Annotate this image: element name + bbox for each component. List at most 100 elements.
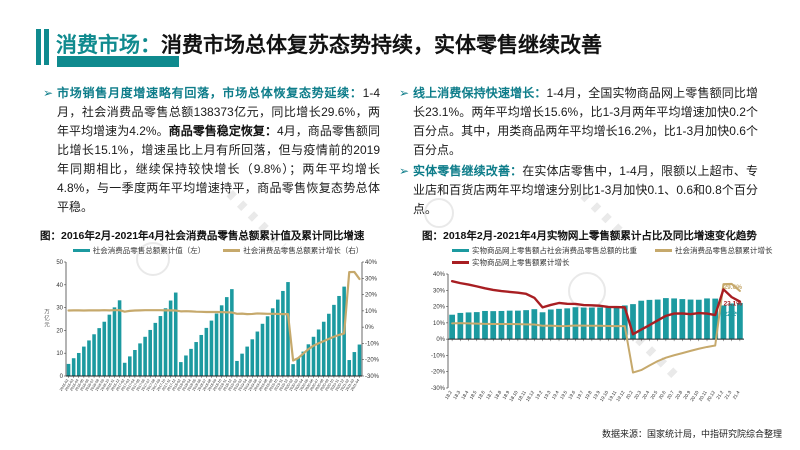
svg-text:亿: 亿 — [44, 314, 50, 322]
bullet-text-segment: 市场销售月度增速略有回落，市场总体恢复态势延续： — [57, 86, 363, 100]
svg-text:2021-03: 2021-03 — [345, 378, 355, 391]
legend-label: 社会消费品零售总额累计增长（右） — [243, 246, 364, 255]
chart-legend: 实物商品网上零售额占社会消费品零售总额的比重 社会消费品零售总额累计增长实物商品网… — [422, 245, 778, 268]
legend-swatch — [223, 249, 241, 252]
svg-text:18.9: 18.9 — [502, 390, 511, 401]
page-title-text: 消费市场总体复苏态势持续，实体零售继续改善 — [161, 34, 602, 57]
svg-text:2017-12: 2017-12 — [166, 378, 176, 391]
svg-text:2019-07: 2019-07 — [253, 378, 263, 391]
svg-text:30%: 30% — [365, 276, 378, 282]
svg-text:2018-09: 2018-09 — [207, 378, 217, 391]
svg-text:40%: 40% — [365, 260, 378, 266]
svg-text:2017-10: 2017-10 — [156, 378, 166, 391]
svg-text:2020-11: 2020-11 — [330, 378, 340, 391]
accent-bar — [44, 29, 49, 65]
svg-text:2017-08: 2017-08 — [146, 378, 156, 391]
svg-text:2016-02: 2016-02 — [59, 378, 69, 391]
svg-text:18.10: 18.10 — [508, 390, 519, 403]
svg-text:19.2: 19.2 — [534, 390, 543, 401]
svg-text:20.7: 20.7 — [666, 390, 675, 401]
svg-text:18.12: 18.12 — [525, 390, 536, 403]
chart-canvas: 40%30%20%10%0%-10%-20%-30%18.2 18.3 18.4 18… — [431, 272, 744, 403]
bullet-text-segment: 1-4月，社会消费品零售总额138373亿元，同比增长29.6%，两年平均增速为… — [57, 86, 380, 138]
bullet-text-segment: 线上消费保持快速增长： — [413, 86, 547, 100]
svg-text:0: 0 — [60, 374, 64, 380]
svg-text:-10%: -10% — [365, 341, 380, 347]
svg-text:2019-11: 2019-11 — [274, 378, 284, 391]
svg-text:20.2: 20.2 — [625, 390, 634, 401]
svg-text:2021-04: 2021-04 — [350, 378, 360, 391]
bullet-column-right: ➢ 线上消费保持快速增长：1-4月，全国实物商品网上零售额同比增长23.1%。两年… — [399, 84, 758, 221]
legend-item: 实物商品网上零售额累计增长 — [452, 257, 570, 268]
svg-text:21.4: 21.4 — [732, 390, 741, 401]
svg-text:2020-03: 2020-03 — [289, 378, 299, 391]
svg-text:-30%: -30% — [365, 374, 380, 380]
svg-text:2017-11: 2017-11 — [161, 378, 171, 391]
svg-text:2016-09: 2016-09 — [95, 378, 105, 391]
legend-label: 实物商品网上零售额累计增长 — [472, 258, 570, 267]
svg-text:2020-06: 2020-06 — [304, 378, 314, 391]
svg-text:2019-04: 2019-04 — [238, 378, 248, 391]
svg-text:2017-06: 2017-06 — [136, 378, 146, 391]
svg-text:2017-02: 2017-02 — [115, 378, 125, 391]
svg-text:2016-05: 2016-05 — [74, 378, 84, 391]
svg-text:10: 10 — [56, 351, 63, 357]
svg-text:-10%: -10% — [431, 353, 446, 359]
svg-text:20.12: 20.12 — [706, 390, 717, 403]
svg-text:19.8: 19.8 — [584, 390, 593, 401]
svg-text:2020-05: 2020-05 — [299, 378, 309, 391]
bullet-text-segment: 4月，商品零售额同比增长15.1%，增速虽比上月有所回落，但与疫情前的2019年… — [57, 123, 380, 214]
bullet-arrow-icon: ➢ — [399, 163, 410, 178]
svg-text:2019-08: 2019-08 — [258, 378, 268, 391]
svg-text:2020-12: 2020-12 — [335, 378, 345, 391]
bullet: ➢ 市场销售月度增速略有回落，市场总体恢复态势延续：1-4月，社会消费品零售总额1… — [43, 84, 380, 217]
svg-text:2017-05: 2017-05 — [130, 378, 140, 391]
chart-canvas: 50 40 30 20 10 0 40% 30% 20% 10% 0% -10% -20% -30% 万亿元… — [44, 260, 380, 392]
svg-text:18.3: 18.3 — [452, 390, 461, 401]
svg-text:2018-08: 2018-08 — [202, 378, 212, 391]
svg-text:19.6: 19.6 — [567, 390, 576, 401]
legend-item: 社会消费品零售总额累计增长（右） — [223, 245, 363, 256]
svg-text:2019-05: 2019-05 — [243, 378, 253, 391]
svg-text:20%: 20% — [433, 305, 446, 311]
bullet-arrow-icon: ➢ — [399, 86, 410, 100]
svg-text:2019-03: 2019-03 — [233, 378, 243, 391]
svg-text:18.4: 18.4 — [460, 390, 469, 401]
legend-item: 实物商品网上零售额占社会消费品零售总额的比重 — [452, 245, 637, 256]
svg-text:-20%: -20% — [431, 370, 446, 376]
svg-text:29.6%: 29.6% — [724, 284, 743, 291]
svg-text:2019-02: 2019-02 — [227, 378, 237, 391]
svg-text:18.2: 18.2 — [444, 390, 453, 401]
svg-text:-20%: -20% — [365, 358, 380, 364]
chart-online-retail: 图：2018年2月-2021年4月实物网上零售额累计占比及同比增速变化趋势 实物… — [422, 228, 778, 418]
svg-text:50: 50 — [56, 260, 63, 266]
svg-text:2018-10: 2018-10 — [212, 378, 222, 391]
svg-text:2016-04: 2016-04 — [69, 378, 79, 391]
legend-label: 社会消费品零售总额累计增长 — [675, 246, 773, 255]
bullet-column-left: ➢ 市场销售月度增速略有回落，市场总体恢复态势延续：1-4月，社会消费品零售总额1… — [43, 84, 380, 221]
svg-text:2020-08: 2020-08 — [314, 378, 324, 391]
svg-text:2020-04: 2020-04 — [294, 378, 304, 391]
svg-text:2017-07: 2017-07 — [141, 378, 151, 391]
legend-item: 社会消费品零售总额累计值（左） — [72, 245, 205, 256]
svg-text:2020-09: 2020-09 — [319, 378, 329, 391]
svg-text:2018-12: 2018-12 — [222, 378, 232, 391]
svg-text:0%: 0% — [365, 325, 374, 331]
svg-text:2020-07: 2020-07 — [309, 378, 319, 391]
svg-text:20.6: 20.6 — [658, 390, 667, 401]
svg-text:2016-06: 2016-06 — [79, 378, 89, 391]
legend-swatch — [452, 249, 469, 252]
svg-text:30: 30 — [56, 306, 63, 312]
legend-swatch — [72, 249, 90, 252]
svg-text:19.9: 19.9 — [592, 390, 601, 401]
svg-text:18.5: 18.5 — [469, 390, 478, 401]
bullet: ➢ 实体零售继续改善：在实体店零售中，1-4月，限额以上超市、专业店和百货店两年平… — [399, 162, 758, 219]
svg-text:20.5: 20.5 — [650, 390, 659, 401]
legend-swatch — [655, 249, 672, 252]
accent-bar — [36, 29, 41, 65]
svg-text:30%: 30% — [433, 288, 446, 294]
svg-text:18.7: 18.7 — [485, 390, 494, 401]
bullet-text-segment: 在实体店零售中，1-4月，限额以上超市、专业店和百货店两年平均增速分别比1-3月… — [413, 163, 758, 216]
svg-text:2018-04: 2018-04 — [181, 378, 191, 391]
